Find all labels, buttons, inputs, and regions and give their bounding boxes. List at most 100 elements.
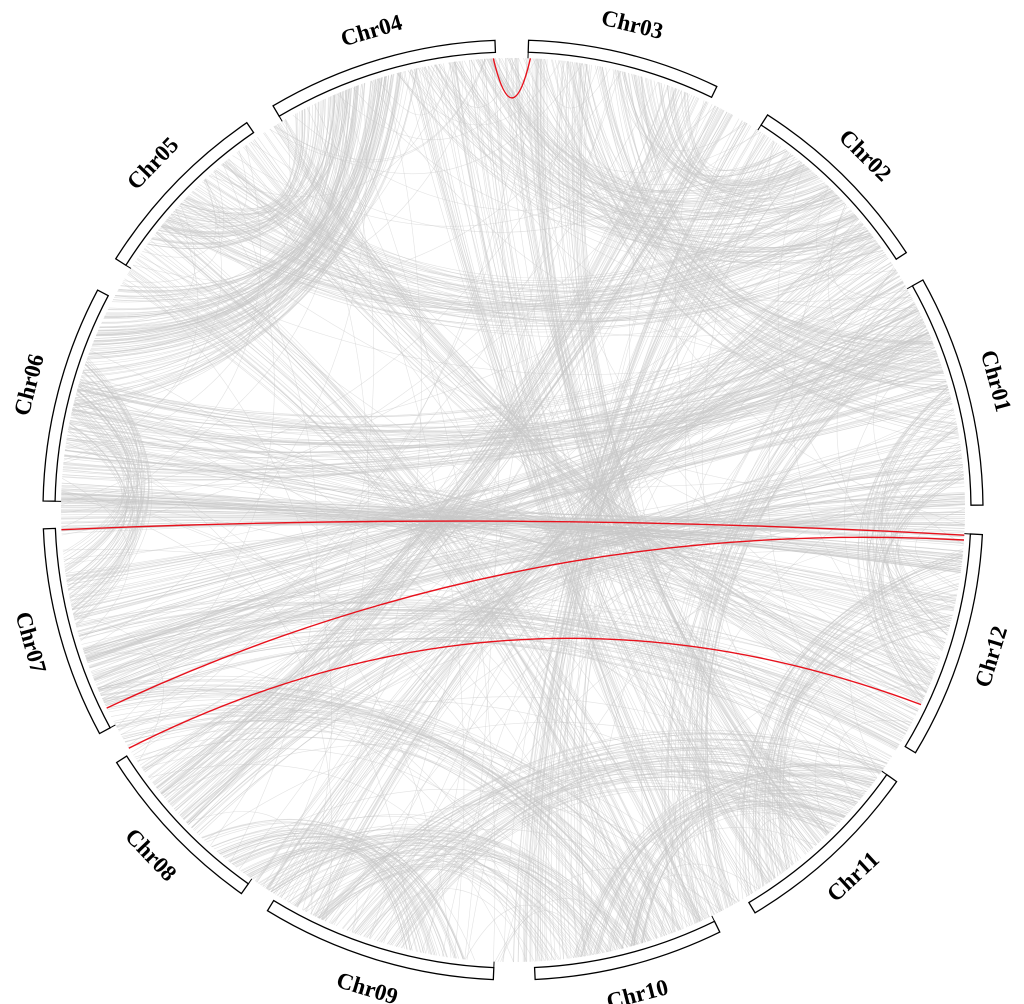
ideogram-tick	[247, 878, 253, 885]
synteny-link	[640, 76, 786, 172]
synteny-link	[590, 296, 912, 956]
synteny-link	[61, 490, 589, 956]
synteny-link	[250, 130, 759, 233]
synteny-link	[97, 76, 387, 332]
synteny-link	[72, 364, 942, 611]
synteny-link	[141, 450, 962, 768]
synteny-link	[283, 120, 906, 735]
synteny-link	[63, 513, 966, 560]
synteny-link	[577, 63, 824, 840]
synteny-link	[844, 337, 932, 699]
synteny-link	[646, 78, 809, 186]
synteny-link	[269, 58, 487, 163]
synteny-link	[469, 60, 715, 915]
synteny-link	[132, 264, 667, 936]
synteny-link	[464, 58, 503, 960]
synteny-link	[153, 95, 695, 785]
synteny-link	[100, 685, 649, 942]
synteny-link	[66, 437, 933, 679]
synteny-link	[68, 426, 333, 922]
synteny-link	[78, 386, 673, 934]
synteny-link	[96, 87, 352, 336]
synteny-link	[67, 336, 931, 585]
synteny-link	[71, 406, 136, 607]
synteny-link	[753, 551, 964, 888]
synteny-link	[72, 78, 379, 409]
synteny-link	[155, 232, 648, 942]
synteny-link	[494, 867, 723, 962]
synteny-link	[626, 806, 843, 948]
synteny-link	[60, 89, 348, 506]
synteny-link	[102, 106, 719, 699]
synteny-link	[73, 75, 389, 404]
synteny-link	[166, 107, 309, 228]
synteny-link	[224, 788, 719, 914]
synteny-link	[273, 58, 486, 161]
chromosome-ideogram-chr09	[266, 899, 495, 981]
synteny-link	[501, 464, 963, 962]
synteny-link	[398, 744, 885, 948]
synteny-link	[515, 57, 931, 684]
synteny-link	[222, 163, 877, 306]
synteny-link	[462, 60, 724, 911]
synteny-link	[764, 578, 960, 881]
synteny-link	[570, 144, 780, 958]
synteny-link	[70, 308, 918, 441]
synteny-link	[139, 512, 966, 766]
synteny-link	[80, 332, 929, 428]
synteny-link	[245, 145, 933, 679]
synteny-link	[629, 84, 788, 870]
synteny-link	[633, 657, 941, 946]
synteny-link	[168, 216, 880, 331]
synteny-link	[165, 94, 335, 230]
synteny-link	[168, 109, 724, 803]
synteny-link	[94, 85, 358, 339]
synteny-link	[62, 549, 846, 818]
synteny-link	[630, 765, 882, 947]
synteny-link	[142, 180, 217, 258]
synteny-link	[232, 105, 716, 227]
synteny-link	[116, 163, 275, 728]
synteny-link	[814, 683, 931, 836]
synteny-link	[73, 363, 941, 615]
synteny-link	[165, 219, 697, 924]
synteny-link	[782, 595, 957, 865]
synteny-link	[94, 500, 965, 682]
highlighted-link	[106, 536, 965, 709]
synteny-link	[61, 491, 410, 951]
synteny-link	[108, 76, 386, 309]
synteny-link	[78, 275, 900, 418]
synteny-link	[157, 94, 335, 237]
synteny-link	[453, 60, 463, 97]
synteny-link	[297, 234, 872, 908]
synteny-link	[566, 61, 830, 834]
synteny-link	[489, 58, 786, 186]
synteny-link	[64, 326, 927, 467]
synteny-link	[231, 814, 631, 947]
synteny-link	[255, 242, 878, 882]
synteny-link	[101, 203, 196, 323]
synteny-link	[776, 562, 962, 870]
synteny-link	[204, 179, 833, 286]
synteny-link	[62, 350, 937, 478]
synteny-link	[66, 439, 935, 674]
synteny-link	[103, 98, 326, 319]
synteny-link	[314, 103, 637, 945]
synteny-link	[236, 152, 914, 721]
chromosome-ideogram-chr02	[760, 114, 908, 261]
synteny-link	[61, 65, 599, 502]
synteny-link	[369, 60, 565, 939]
synteny-link	[182, 113, 298, 213]
synteny-link	[421, 67, 710, 918]
synteny-link	[66, 163, 805, 443]
synteny-link	[427, 65, 908, 302]
synteny-link	[61, 493, 957, 600]
chromosome-ideogram-chr04	[272, 39, 497, 118]
synteny-link	[313, 853, 625, 949]
synteny-link	[143, 248, 658, 939]
synteny-link	[427, 65, 715, 916]
synteny-link	[705, 325, 927, 909]
synteny-link	[632, 863, 759, 946]
synteny-link	[503, 123, 748, 962]
synteny-link	[535, 145, 782, 962]
